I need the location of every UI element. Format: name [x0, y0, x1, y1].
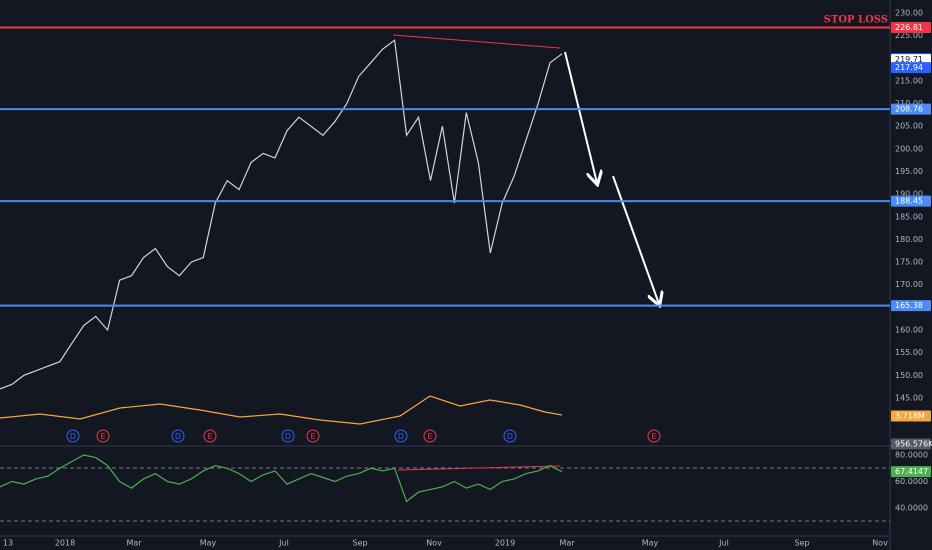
time-label: May	[200, 539, 217, 548]
price-tick: 205.00	[895, 122, 923, 131]
rsi-tick: 60.0000	[895, 477, 928, 486]
level-badge	[891, 195, 931, 207]
price-tick: 175.00	[895, 258, 923, 267]
level-badge-label: 226.81	[895, 23, 923, 32]
event-marker	[423, 429, 437, 443]
volume-badge	[891, 438, 931, 450]
level-badge	[891, 103, 931, 115]
rsi-badge-label: 67.4147	[895, 467, 928, 476]
price-tick: 160.00	[895, 326, 923, 335]
price-badge	[891, 62, 931, 74]
level-badge-label: 208.76	[895, 105, 923, 114]
event-label: D	[398, 432, 404, 441]
level-badge-label: 188.45	[895, 197, 923, 206]
price-tick: 170.00	[895, 280, 923, 289]
event-label: D	[285, 432, 291, 441]
volume-ma	[0, 395, 563, 425]
price-tick: 200.00	[895, 144, 923, 153]
volume-badge-label: 956.576K	[895, 440, 932, 449]
event-label: E	[310, 432, 315, 441]
time-label: Mar	[559, 539, 575, 548]
price-badge-label: 217.94	[895, 63, 923, 72]
time-label: 2019	[495, 539, 515, 548]
rsi-badge	[891, 466, 931, 478]
time-label: Nov	[426, 539, 442, 548]
event-label: D	[507, 432, 513, 441]
price-tick: 145.00	[895, 393, 923, 402]
level-badge-label: 165.38	[895, 301, 923, 310]
price-tick: 195.00	[895, 167, 923, 176]
volume-badge-label: 3.718M	[895, 412, 925, 421]
price-tick: 230.00	[895, 9, 923, 18]
rsi-tick: 80.0000	[895, 451, 928, 460]
level-badge	[891, 300, 931, 312]
rsi-tick: 40.0000	[895, 504, 928, 513]
stop-loss-label: STOP LOSS	[824, 15, 888, 26]
event-marker	[96, 429, 110, 443]
event-label: E	[100, 432, 105, 441]
event-label: E	[651, 432, 656, 441]
arrow	[612, 175, 659, 304]
event-marker	[281, 429, 295, 443]
time-label: 2018	[55, 539, 75, 548]
event-label: E	[207, 432, 212, 441]
time-label: Jul	[278, 539, 289, 548]
price-line	[0, 39, 563, 390]
arrow	[564, 51, 597, 183]
volume-badge	[891, 410, 931, 422]
price-tick: 150.00	[895, 371, 923, 380]
time-label: Nov	[872, 539, 888, 548]
price-tick: 155.00	[895, 348, 923, 357]
event-marker	[394, 429, 408, 443]
level-badge	[891, 21, 931, 33]
price-badge-label: 219.71	[895, 55, 923, 64]
trend-line	[392, 34, 561, 49]
event-label: D	[70, 432, 76, 441]
event-marker	[171, 429, 185, 443]
time-label: Jul	[718, 539, 729, 548]
rsi-trend-line	[397, 465, 561, 471]
price-tick: 180.00	[895, 235, 923, 244]
event-marker	[503, 429, 517, 443]
price-tick: 210.00	[895, 99, 923, 108]
event-marker	[203, 429, 217, 443]
time-label: 13	[3, 539, 13, 548]
time-label: Sep	[352, 539, 367, 548]
time-label: Sep	[794, 539, 809, 548]
event-marker	[647, 429, 661, 443]
price-tick: 215.00	[895, 76, 923, 85]
price-tick: 185.00	[895, 212, 923, 221]
event-marker	[306, 429, 320, 443]
rsi-line	[0, 454, 563, 503]
time-label: Mar	[126, 539, 142, 548]
price-tick: 190.00	[895, 190, 923, 199]
event-marker	[66, 429, 80, 443]
time-label: May	[642, 539, 659, 548]
event-label: E	[427, 432, 432, 441]
event-label: D	[175, 432, 181, 441]
price-tick: 225.00	[895, 31, 923, 40]
